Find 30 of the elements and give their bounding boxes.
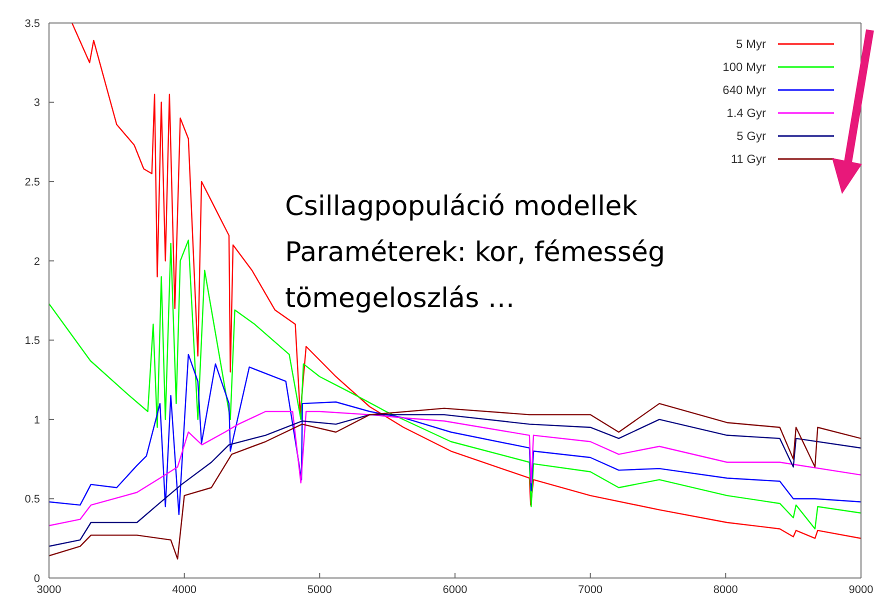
y-tick-label: 2.5	[24, 176, 40, 188]
x-tick-label: 4000	[172, 584, 197, 596]
legend-label: 5 Myr	[736, 36, 766, 50]
y-tick-label: 1.5	[24, 335, 40, 348]
annotation: Paraméterek: kor, fémesség	[285, 236, 666, 270]
line-series	[49, 354, 861, 516]
y-tick-label: 2	[34, 256, 40, 268]
y-tick-label: 3.5	[24, 18, 40, 30]
line-series	[49, 240, 861, 530]
x-tick-label: 9000	[848, 584, 874, 596]
y-tick-label: 0.5	[24, 494, 40, 506]
line-series	[49, 402, 861, 560]
y-tick-label: 0	[34, 572, 40, 585]
line-series	[49, 414, 861, 547]
annotation: Csillagpopuláció modellek	[285, 190, 638, 224]
line-series	[71, 23, 861, 539]
annotation: tömegeloszlás …	[285, 282, 516, 316]
x-tick-label: 6000	[442, 584, 468, 596]
legend-label: 1.4 Gyr	[726, 106, 766, 120]
y-tick-label: 3	[34, 97, 40, 110]
legend-label: 5 Gyr	[736, 128, 766, 142]
x-tick-label: 3000	[36, 584, 62, 596]
y-tick-label: 1	[34, 414, 40, 426]
x-tick-label: 7000	[578, 584, 603, 596]
x-tick-label: 8000	[713, 584, 738, 596]
legend-label: 11 Gyr	[730, 152, 766, 166]
legend-label: 640 Myr	[722, 82, 766, 96]
legend-label: 100 Myr	[722, 60, 766, 74]
x-tick-label: 5000	[307, 584, 332, 596]
line-series	[49, 410, 861, 526]
